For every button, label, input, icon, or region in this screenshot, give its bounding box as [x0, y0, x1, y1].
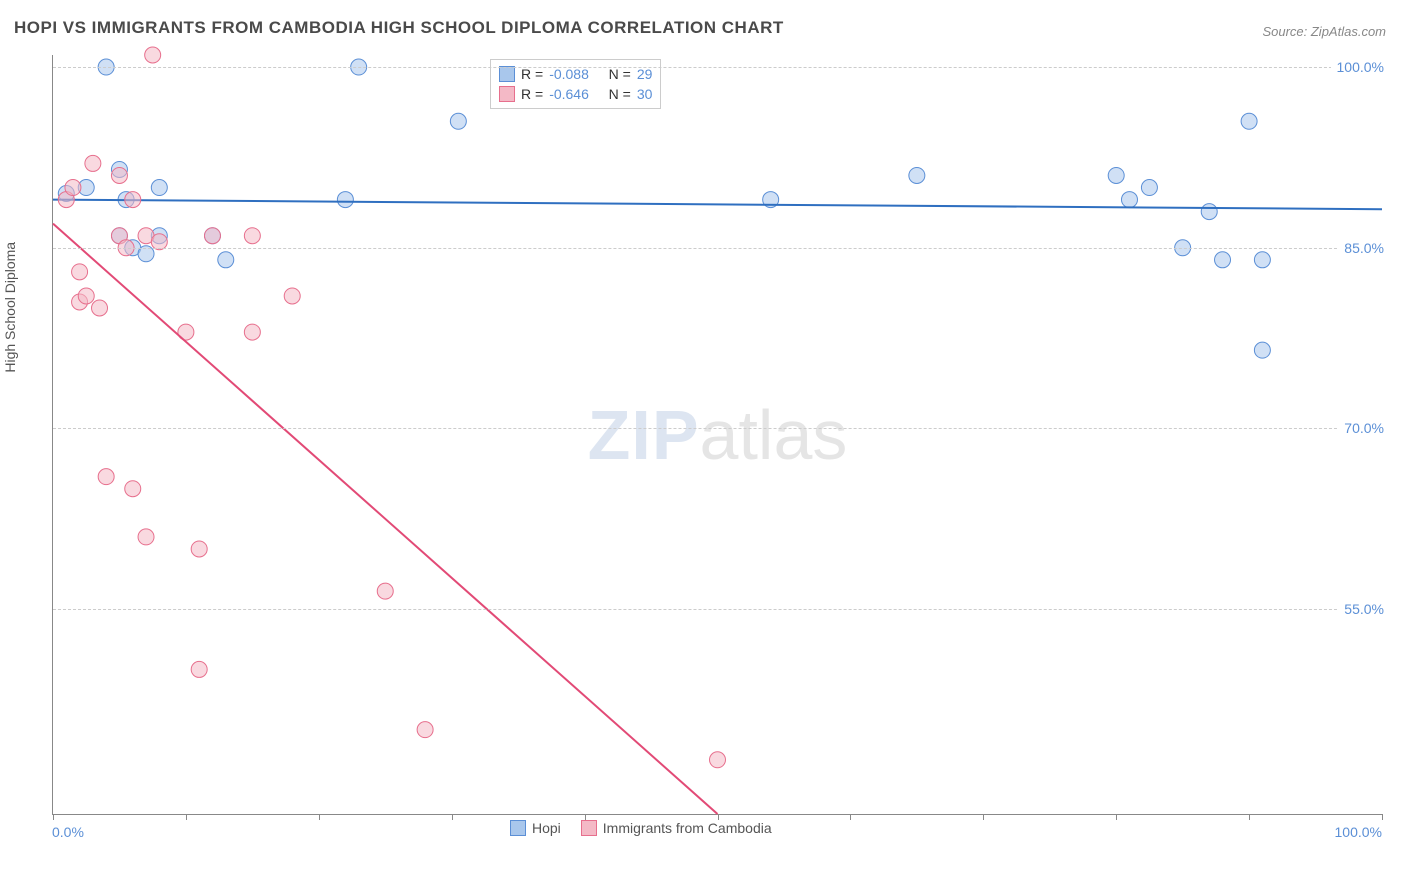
data-point	[1141, 180, 1157, 196]
y-tick-label: 100.0%	[1331, 59, 1384, 75]
gridline	[53, 67, 1382, 68]
chart-title: HOPI VS IMMIGRANTS FROM CAMBODIA HIGH SC…	[14, 18, 784, 38]
x-tick	[983, 814, 984, 820]
data-point	[417, 722, 433, 738]
data-point	[65, 180, 81, 196]
legend-item-cambodia: Immigrants from Cambodia	[581, 820, 772, 836]
y-tick-label: 70.0%	[1338, 420, 1384, 436]
data-point	[125, 192, 141, 208]
y-tick-label: 55.0%	[1338, 601, 1384, 617]
data-point	[377, 583, 393, 599]
trend-line	[53, 224, 718, 814]
data-point	[191, 661, 207, 677]
data-point	[1215, 252, 1231, 268]
data-point	[204, 228, 220, 244]
x-axis-min-label: 0.0%	[52, 824, 84, 840]
data-point	[1201, 204, 1217, 220]
y-axis-title: High School Diploma	[2, 242, 18, 373]
source-label: Source: ZipAtlas.com	[1262, 24, 1386, 39]
data-point	[450, 113, 466, 129]
x-axis-max-label: 100.0%	[1335, 824, 1382, 840]
trend-line	[53, 200, 1382, 210]
data-point	[909, 167, 925, 183]
x-tick	[319, 814, 320, 820]
gridline	[53, 248, 1382, 249]
y-tick-label: 85.0%	[1338, 240, 1384, 256]
data-point	[145, 47, 161, 63]
data-point	[710, 752, 726, 768]
data-point	[125, 481, 141, 497]
data-point	[111, 167, 127, 183]
data-point	[1254, 252, 1270, 268]
bottom-legend: Hopi Immigrants from Cambodia	[510, 820, 772, 836]
data-point	[98, 469, 114, 485]
data-point	[284, 288, 300, 304]
x-tick	[1382, 814, 1383, 820]
data-point	[1254, 342, 1270, 358]
gridline	[53, 428, 1382, 429]
x-tick	[53, 814, 54, 820]
x-tick	[186, 814, 187, 820]
x-tick	[1249, 814, 1250, 820]
data-point	[337, 192, 353, 208]
data-point	[218, 252, 234, 268]
data-point	[92, 300, 108, 316]
x-tick	[452, 814, 453, 820]
hopi-legend-swatch	[510, 820, 526, 836]
data-point	[1108, 167, 1124, 183]
data-point	[244, 228, 260, 244]
data-point	[151, 180, 167, 196]
data-point	[1241, 113, 1257, 129]
cambodia-legend-swatch	[581, 820, 597, 836]
data-point	[78, 288, 94, 304]
cambodia-legend-label: Immigrants from Cambodia	[603, 820, 772, 836]
x-tick	[1116, 814, 1117, 820]
hopi-legend-label: Hopi	[532, 820, 561, 836]
chart-svg	[53, 55, 1382, 814]
plot-area: ZIPatlas R = -0.088 N = 29 R = -0.646 N …	[52, 55, 1382, 815]
x-tick	[850, 814, 851, 820]
gridline	[53, 609, 1382, 610]
data-point	[244, 324, 260, 340]
data-point	[138, 529, 154, 545]
data-point	[72, 264, 88, 280]
data-point	[191, 541, 207, 557]
legend-item-hopi: Hopi	[510, 820, 561, 836]
data-point	[85, 155, 101, 171]
data-point	[1121, 192, 1137, 208]
